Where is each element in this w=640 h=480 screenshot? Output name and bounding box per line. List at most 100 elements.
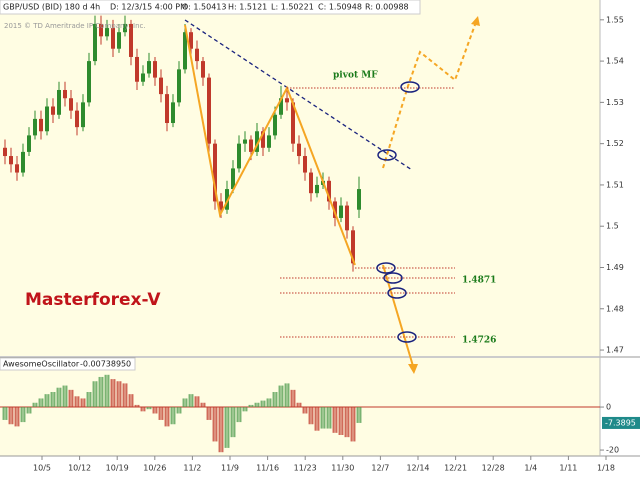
osc-header: [0, 357, 136, 371]
candle-body: [273, 114, 277, 136]
candle-body: [261, 131, 265, 148]
x-tick-label: 11/9: [221, 464, 239, 473]
candles: [3, 15, 361, 272]
x-tick-label: 10/5: [33, 464, 51, 473]
x-tick-label: 10/19: [106, 464, 129, 473]
x-tick-label: 11/2: [183, 464, 201, 473]
candle-body: [255, 131, 259, 152]
header-high: H: 1.5121: [228, 3, 267, 12]
y-tick-label: 1.55: [606, 15, 624, 24]
arrow-head: [471, 16, 480, 26]
candle-body: [189, 32, 193, 49]
candle-body: [15, 164, 19, 173]
candle-body: [303, 156, 307, 173]
candle-body: [351, 230, 355, 264]
pivot-label: pivot MF: [333, 71, 378, 81]
x-tick-label: 1/18: [597, 464, 615, 473]
level-label: 1.4871: [462, 276, 496, 286]
candle-body: [21, 151, 25, 173]
header-close: C: 1.50948: [318, 3, 362, 12]
candle-body: [195, 48, 199, 62]
y-tick-label: 1.47: [606, 346, 624, 355]
projection-up: [382, 21, 477, 169]
y-tick-label: 1.49: [606, 263, 624, 272]
osc-value: -0.0073895: [80, 360, 126, 369]
y-tick-label: 0: [606, 403, 611, 412]
candle-body: [291, 102, 295, 144]
brand-label: Masterforex-V: [25, 290, 161, 310]
candle-body: [327, 180, 331, 202]
candle-body: [357, 189, 361, 210]
wave-path: [184, 24, 356, 266]
candle-body: [219, 201, 223, 210]
y-tick-label: 1.48: [606, 304, 624, 313]
candle-body: [333, 201, 337, 218]
header-date: D: 12/3/15 4:00 PM: [110, 3, 187, 12]
candle-body: [147, 61, 151, 74]
y-tick-label: 1.5: [606, 222, 619, 231]
copyright: 2015 © TD Ameritrade IP Company, Inc.: [4, 22, 146, 30]
candle-body: [183, 32, 187, 70]
candle-body: [279, 98, 283, 115]
header-bar: [0, 0, 421, 15]
candle-body: [81, 102, 85, 128]
candle-body: [249, 139, 253, 152]
y-tick-label: 1.54: [606, 57, 624, 66]
y-tick-label: 1.52: [606, 139, 624, 148]
candle-body: [45, 106, 49, 132]
header-symbol: GBP/USD (BID) 180 d 4h: [3, 3, 100, 12]
candle-body: [99, 23, 103, 37]
trend-line: [184, 19, 413, 171]
candle-body: [345, 205, 349, 231]
marker: [400, 81, 420, 93]
candle-body: [309, 172, 313, 194]
last-value-box: [602, 416, 640, 429]
candle-body: [129, 23, 133, 57]
osc-zero: 0: [126, 360, 131, 369]
arrow-head: [408, 364, 418, 374]
candle-body: [225, 189, 229, 210]
x-tick-label: 10/12: [68, 464, 91, 473]
candle-body: [207, 77, 211, 144]
x-tick-label: 11/30: [331, 464, 354, 473]
last-value-label: -7.3895: [605, 418, 636, 427]
candle-body: [63, 89, 67, 99]
candle-body: [315, 184, 319, 194]
candle-body: [69, 98, 73, 111]
candle-body: [105, 28, 109, 37]
candle-body: [177, 69, 181, 103]
price-panel: [0, 0, 600, 356]
candle-body: [153, 61, 157, 78]
x-tick-label: 12/21: [444, 464, 467, 473]
header-range: R: 0.00988: [365, 3, 409, 12]
x-tick-label: 11/23: [294, 464, 317, 473]
x-tick-label: 12/28: [482, 464, 505, 473]
x-tick-label: 12/7: [371, 464, 389, 473]
header-open: O: 1.50413: [182, 3, 226, 12]
candle-body: [93, 23, 97, 62]
candle-body: [123, 23, 127, 33]
candle-body: [111, 28, 115, 49]
candle-body: [141, 73, 145, 82]
candle-body: [75, 110, 79, 128]
candle-body: [165, 94, 169, 124]
candle-body: [231, 168, 235, 190]
marker: [376, 262, 396, 274]
candle-body: [39, 118, 43, 132]
candle-body: [9, 156, 13, 165]
candle-body: [3, 147, 7, 157]
marker: [383, 272, 403, 284]
candle-body: [285, 98, 289, 103]
candle-body: [213, 143, 217, 202]
marker: [387, 287, 407, 299]
annotations: pivot MF 1.4871 1.4726 Masterforex-V: [25, 16, 496, 374]
candle-body: [171, 102, 175, 124]
header-low: L: 1.50221: [271, 3, 314, 12]
candle-body: [51, 106, 55, 115]
y-tick-label: 1.53: [606, 98, 624, 107]
candle-body: [243, 139, 247, 144]
x-tick-label: 1/11: [559, 464, 577, 473]
candle-body: [237, 143, 241, 169]
marker: [397, 331, 417, 343]
